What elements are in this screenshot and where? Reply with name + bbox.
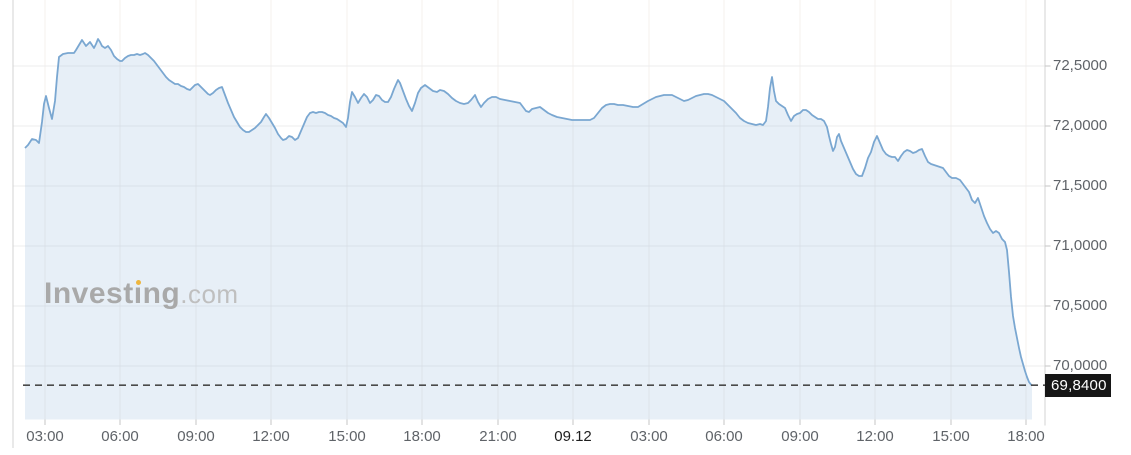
last-price-badge: 69,8400 (1045, 374, 1111, 397)
price-area-fill (25, 39, 1032, 420)
last-price-value: 69,8400 (1051, 377, 1107, 394)
price-line (24, 38, 1033, 386)
